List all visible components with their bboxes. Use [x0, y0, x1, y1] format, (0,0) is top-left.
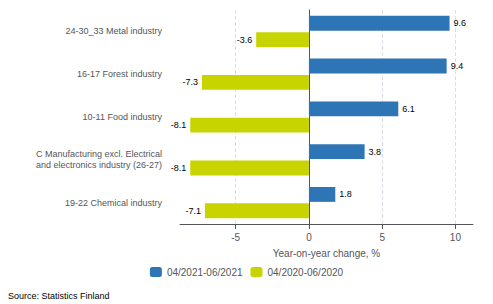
svg-text:10: 10: [450, 232, 462, 243]
svg-text:-7.3: -7.3: [182, 77, 198, 87]
svg-text:10-11 Food industry: 10-11 Food industry: [83, 112, 163, 122]
svg-text:04/2020-06/2020: 04/2020-06/2020: [268, 267, 344, 278]
svg-text:04/2021-06/2021: 04/2021-06/2021: [167, 267, 243, 278]
svg-text:9.6: 9.6: [454, 18, 467, 28]
svg-text:Year-on-year change, %: Year-on-year change, %: [273, 248, 381, 259]
svg-text:C Manufacturing excl. Electric: C Manufacturing excl. Electrical: [36, 149, 162, 159]
svg-text:24-30_33 Metal industry: 24-30_33 Metal industry: [65, 26, 162, 36]
svg-text:-8.1: -8.1: [171, 120, 187, 130]
svg-text:3.8: 3.8: [369, 147, 382, 157]
svg-text:9.4: 9.4: [451, 61, 464, 71]
svg-text:-7.1: -7.1: [185, 206, 201, 216]
svg-text:-8.1: -8.1: [171, 163, 187, 173]
svg-text:19-22 Chemical industry: 19-22 Chemical industry: [65, 198, 163, 208]
svg-text:-3.6: -3.6: [237, 35, 253, 45]
svg-text:6.1: 6.1: [402, 104, 415, 114]
svg-text:16-17 Forest industry: 16-17 Forest industry: [77, 69, 163, 79]
svg-text:5: 5: [379, 232, 385, 243]
svg-text:and electronics industry (26-2: and electronics industry (26-27): [36, 160, 162, 170]
svg-text:-5: -5: [231, 232, 240, 243]
svg-text:0: 0: [306, 232, 312, 243]
svg-text:Source: Statistics Finland: Source: Statistics Finland: [8, 291, 110, 301]
svg-text:1.8: 1.8: [339, 189, 352, 199]
